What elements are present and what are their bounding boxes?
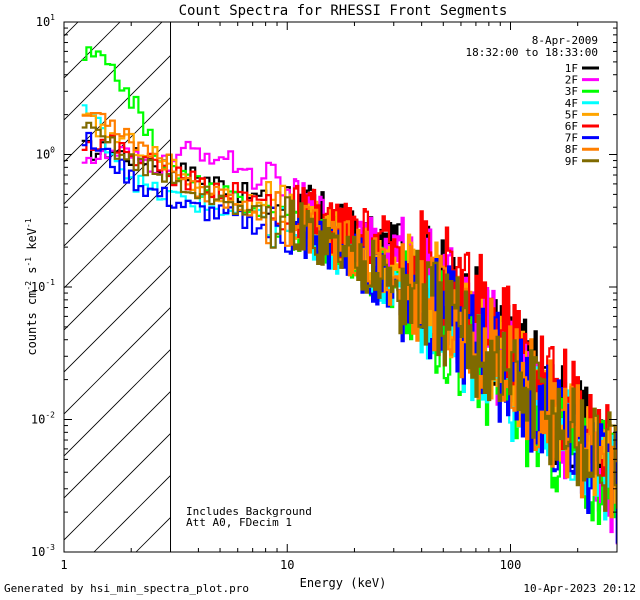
series-layer (81, 46, 617, 545)
chart-title: Count Spectra for RHESSI Front Segments (179, 3, 508, 19)
date-label: 8-Apr-2009 (532, 34, 598, 47)
hatch-line (64, 390, 171, 499)
legend-label-8F: 8F (565, 143, 578, 156)
annotation-background: Includes Background (186, 505, 312, 518)
generation-timestamp: 10-Apr-2023 20:12 (523, 582, 636, 595)
legend-label-6F: 6F (565, 120, 578, 133)
series-9F-line (81, 121, 617, 512)
hatch-line (64, 180, 171, 289)
hatch-line (64, 432, 171, 541)
hatch-line (64, 22, 79, 37)
series-7F-line (81, 131, 617, 544)
y-tick-label: 101 (36, 13, 55, 29)
legend-label-7F: 7F (565, 132, 578, 145)
x-tick-label: 100 (500, 558, 522, 572)
legend-label-2F: 2F (565, 74, 578, 87)
excluded-region-hatch (0, 0, 171, 552)
hatch-line (64, 22, 163, 121)
annotation-attenuator: Att A0, FDecim 1 (186, 516, 292, 529)
x-tick-label: 1 (60, 558, 67, 572)
y-tick-label: 100 (36, 146, 55, 162)
hatch-line (64, 54, 171, 163)
y-tick-label: 10-3 (31, 543, 55, 559)
x-tick-label: 10 (280, 558, 294, 572)
hatch-line (0, 0, 106, 552)
legend-label-5F: 5F (565, 108, 578, 121)
y-tick-label: 10-2 (31, 411, 55, 427)
hatch-line (64, 138, 171, 247)
x-axis-label: Energy (keV) (300, 576, 387, 590)
plot-frame (63, 21, 618, 553)
time-range-label: 18:32:00 to 18:33:00 (466, 46, 598, 59)
y-tick-label: 10-1 (31, 278, 55, 294)
legend-label-1F: 1F (565, 62, 578, 75)
hatch-line (64, 222, 171, 331)
y-axis-label: counts cm-2 s-1 keV-1 (24, 218, 39, 355)
axis-ticks: 1 10 100 10-3 10-2 10-1 100 101 (31, 13, 618, 572)
legend-label-4F: 4F (565, 97, 578, 110)
hatch-line (64, 348, 171, 457)
legend-label-3F: 3F (565, 85, 578, 98)
hatch-line (64, 96, 171, 205)
generator-credit: Generated by hsi_min_spectra_plot.pro (4, 582, 250, 595)
legend-label-9F: 9F (565, 155, 578, 168)
